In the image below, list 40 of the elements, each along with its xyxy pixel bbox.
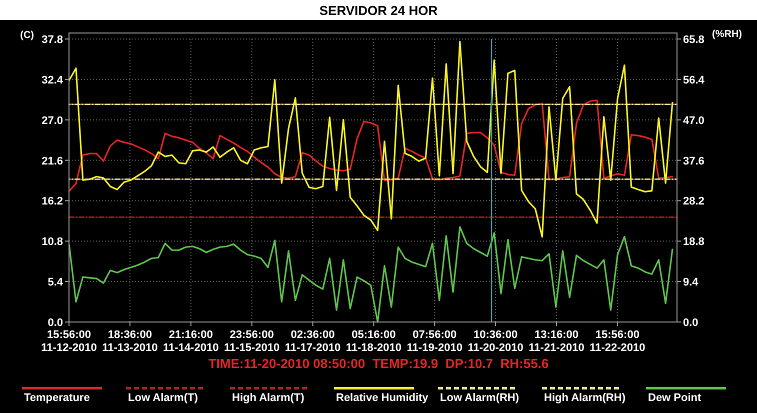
y-tick-label: 21.6 (42, 155, 63, 168)
y2-axis-title: (%RH) (712, 29, 742, 40)
y-tick-label: 16.2 (42, 196, 63, 208)
x-tick-label: 18:36:00 11-13-2010 (102, 329, 158, 354)
x-tick-label: 15:56:00 11-12-2010 (41, 329, 97, 354)
legend-label: Temperature (24, 392, 90, 404)
legend-label: High Alarm(T) (232, 392, 305, 404)
x-tick-label: 13:16:00 11-21-2010 (528, 329, 584, 354)
text: TIME:11-20-2010 08:50:00 TEMP:19.9 DP:10.7 RH:55.6 (208, 356, 549, 371)
y-tick-label: 27.0 (42, 114, 63, 127)
x-tick-label: 05:16:00 11-18-2010 (346, 329, 402, 354)
x-tick-label: 10:36:00 11-20-2010 (468, 329, 524, 354)
y2-tick-label: 65.8 (683, 34, 704, 46)
line-series (68, 40, 674, 238)
y-tick-label: 32.4 (42, 74, 64, 86)
x-tick-label: 02:36:00 11-17-2010 (284, 329, 341, 354)
y-tick-label: 0.0 (48, 317, 63, 329)
chart-title: SERVIDOR 24 HOR (319, 3, 438, 18)
y2-tick-label: 56.4 (683, 74, 706, 86)
x-tick-label: 15:56:00 11-22-2010 (590, 329, 646, 354)
y2-tick-label: 47.0 (683, 114, 704, 127)
legend-label: Low Alarm(T) (128, 392, 198, 404)
y2-tick-label: 18.8 (683, 236, 704, 248)
legend-label: Relative Humidity (336, 392, 430, 404)
line-series (68, 100, 674, 192)
y2-tick-label: 37.6 (683, 155, 704, 168)
legend-label: Dew Point (648, 392, 702, 404)
x-tick-label: 21:16:00 11-14-2010 (163, 329, 219, 354)
y-tick-label: 37.8 (42, 34, 63, 46)
y-tick-label: 5.4 (48, 276, 64, 289)
x-tick-label: 23:56:00 11-15-2010 (224, 329, 280, 354)
legend-label: Low Alarm(RH) (440, 392, 520, 404)
x-tick-label: 07:56:00 11-19-2010 (406, 329, 462, 354)
line-series (68, 226, 674, 323)
y-axis-title: (C) (20, 30, 34, 41)
y2-tick-label: 9.4 (683, 276, 700, 289)
legend-label: High Alarm(RH) (544, 392, 626, 404)
y2-tick-label: 28.2 (683, 196, 704, 208)
y-tick-label: 10.8 (42, 236, 63, 248)
y2-tick-label: 0.0 (683, 317, 698, 329)
